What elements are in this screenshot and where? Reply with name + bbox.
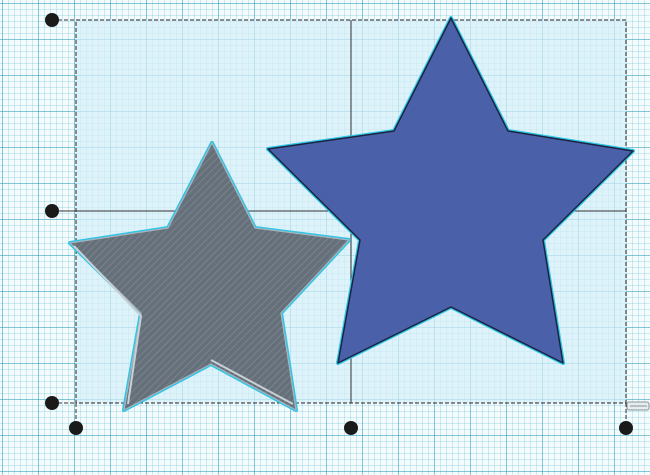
height-handle-bottom[interactable] — [45, 396, 59, 410]
height-handle-middle[interactable] — [45, 204, 59, 218]
height-handle-top[interactable] — [45, 13, 59, 27]
star-solid-shape[interactable] — [266, 16, 635, 365]
width-handle-left[interactable] — [69, 421, 83, 435]
width-handle-right[interactable] — [619, 421, 633, 435]
corner-resize-handle-icon[interactable] — [626, 401, 650, 411]
star-hole-shape[interactable] — [68, 141, 351, 412]
width-handle-middle[interactable] — [344, 421, 358, 435]
